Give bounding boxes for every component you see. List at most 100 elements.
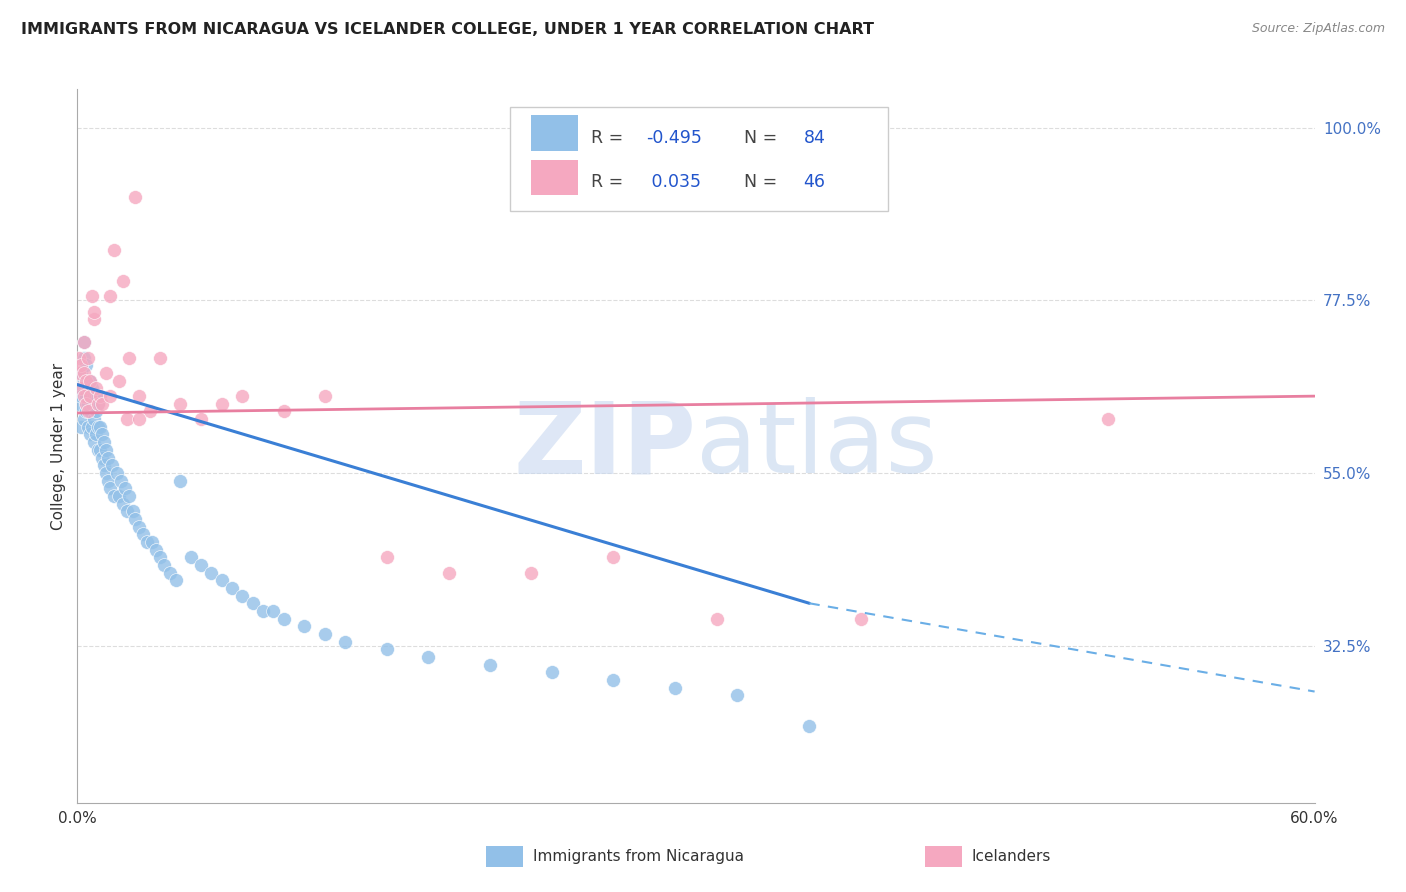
Point <box>115 412 138 426</box>
Point <box>84 381 107 395</box>
Point <box>96 442 118 457</box>
Point <box>165 574 187 588</box>
Point <box>80 381 103 395</box>
Point <box>72 335 94 350</box>
FancyBboxPatch shape <box>485 846 523 867</box>
Point <box>79 427 101 442</box>
Point <box>273 612 295 626</box>
Point <box>145 542 167 557</box>
Point <box>141 535 163 549</box>
Point <box>725 689 748 703</box>
Point <box>149 550 172 565</box>
Point <box>75 404 97 418</box>
Point <box>79 389 101 403</box>
Point <box>89 442 111 457</box>
Point <box>101 458 124 473</box>
Point <box>124 512 146 526</box>
Point <box>122 504 145 518</box>
Point <box>478 657 501 672</box>
Point <box>93 458 115 473</box>
Point <box>84 389 107 403</box>
Point <box>273 404 295 418</box>
Text: Immigrants from Nicaragua: Immigrants from Nicaragua <box>533 849 744 863</box>
Text: 0.035: 0.035 <box>647 173 702 191</box>
Point <box>79 389 101 403</box>
Point <box>180 550 202 565</box>
FancyBboxPatch shape <box>925 846 962 867</box>
Text: R =: R = <box>591 173 628 191</box>
Point <box>91 427 114 442</box>
Point <box>799 719 821 733</box>
Point <box>111 497 134 511</box>
Text: ZIP: ZIP <box>513 398 696 494</box>
Point <box>83 312 105 326</box>
Text: Icelanders: Icelanders <box>972 849 1052 863</box>
Point <box>67 351 90 365</box>
Point <box>849 612 872 626</box>
Point <box>76 381 98 395</box>
Point <box>98 289 121 303</box>
Point <box>67 397 90 411</box>
Point <box>242 596 264 610</box>
Point <box>75 359 97 373</box>
Point <box>79 374 101 388</box>
Point <box>84 427 107 442</box>
Point <box>107 489 129 503</box>
Point <box>231 389 253 403</box>
Point <box>128 389 150 403</box>
Point <box>314 389 336 403</box>
Point <box>89 419 111 434</box>
Point <box>79 374 101 388</box>
Point <box>149 351 172 365</box>
Point <box>211 574 233 588</box>
Point <box>83 412 105 426</box>
Point <box>335 634 357 648</box>
Point <box>79 404 101 418</box>
Point <box>211 397 233 411</box>
Point <box>190 558 212 572</box>
Point <box>76 419 98 434</box>
Point <box>80 289 103 303</box>
Point <box>76 404 98 418</box>
Point <box>169 397 191 411</box>
Point <box>75 389 97 403</box>
Point <box>72 366 94 380</box>
Point <box>314 627 336 641</box>
Point <box>67 381 90 395</box>
Point <box>72 351 94 365</box>
Point <box>602 550 624 565</box>
Point <box>91 450 114 465</box>
Y-axis label: College, Under 1 year: College, Under 1 year <box>51 362 66 530</box>
Point <box>437 566 460 580</box>
FancyBboxPatch shape <box>510 107 887 211</box>
Point <box>70 381 93 395</box>
Point <box>169 474 191 488</box>
Point <box>111 274 134 288</box>
Point <box>200 566 222 580</box>
Point <box>96 366 118 380</box>
Point <box>132 527 155 541</box>
Point <box>97 474 120 488</box>
Point <box>75 374 97 388</box>
Point <box>83 389 105 403</box>
Text: 46: 46 <box>804 173 825 191</box>
Point <box>107 374 129 388</box>
Point <box>231 589 253 603</box>
Point <box>153 558 176 572</box>
Point <box>1097 412 1119 426</box>
Point <box>91 397 114 411</box>
Point <box>76 397 98 411</box>
Point <box>520 566 543 580</box>
Point <box>70 389 93 403</box>
Point <box>76 351 98 365</box>
Point <box>118 489 141 503</box>
Point <box>221 581 243 595</box>
Point <box>124 189 146 203</box>
Point <box>98 481 121 495</box>
Point <box>602 673 624 687</box>
Point <box>128 519 150 533</box>
FancyBboxPatch shape <box>531 160 578 195</box>
Point <box>136 535 159 549</box>
Point <box>105 466 128 480</box>
Point <box>72 389 94 403</box>
